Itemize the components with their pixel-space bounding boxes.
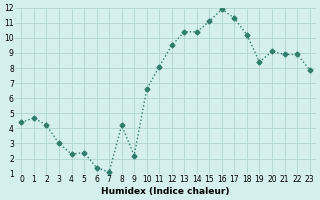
- X-axis label: Humidex (Indice chaleur): Humidex (Indice chaleur): [101, 187, 230, 196]
